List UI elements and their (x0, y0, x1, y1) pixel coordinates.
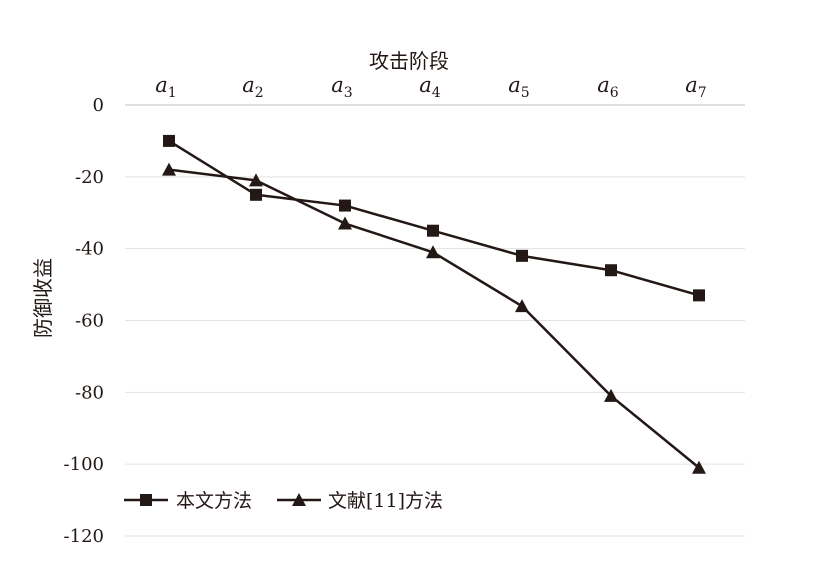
x-tick-label: a2 (242, 73, 263, 101)
x-tick-label-base: a (331, 73, 344, 97)
y-axis-title: 防御收益 (31, 258, 55, 338)
y-tick-label: -60 (75, 311, 104, 332)
data-point-square (516, 249, 528, 262)
data-point-triangle (692, 460, 706, 474)
series-triangle (162, 162, 706, 474)
x-tick-label-base: a (419, 73, 432, 97)
x-tick-label: a1 (155, 73, 176, 101)
data-point-triangle (515, 299, 529, 313)
legend-label: 文献[11]方法 (328, 490, 443, 512)
x-tick-label-subscript: 6 (610, 85, 619, 101)
series-line-square (168, 139, 700, 297)
y-tick-label: -40 (75, 239, 104, 260)
y-tick-label: 0 (93, 95, 104, 116)
legend-marker-triangle (292, 493, 306, 506)
x-tick-label-subscript: 5 (521, 85, 530, 101)
y-tick-label: -20 (75, 167, 104, 188)
x-tick-label-base: a (155, 73, 168, 97)
x-tick-label-subscript: 3 (344, 85, 353, 101)
x-tick-label-base: a (508, 73, 521, 97)
x-tick-label-base: a (685, 73, 698, 97)
x-tick-label-base: a (597, 73, 610, 97)
legend: 本文方法 文献[11]方法 (124, 490, 443, 512)
x-tick-label-subscript: 7 (698, 85, 707, 101)
data-point-triangle (426, 245, 440, 259)
series-layer (162, 134, 706, 474)
data-point-triangle (249, 173, 263, 187)
x-tick-label: a7 (685, 73, 706, 101)
x-axis-title: 攻击阶段 (369, 49, 449, 73)
data-point-square (427, 224, 439, 237)
data-point-square (250, 188, 262, 201)
series-square (163, 134, 705, 302)
x-tick-label-subscript: 4 (432, 85, 441, 101)
data-point-square (605, 264, 617, 277)
x-tick-label-subscript: 2 (255, 85, 264, 101)
legend-marker-square (140, 494, 152, 506)
data-point-square (339, 199, 351, 212)
legend-label: 本文方法 (176, 490, 252, 512)
gridlines (125, 104, 745, 537)
x-axis-ticks: a1 a2 a3 a4 a5 a6 a7 (155, 73, 706, 101)
data-point-triangle (162, 162, 176, 176)
legend-entry: 文献[11]方法 (277, 490, 443, 512)
x-tick-label: a6 (597, 73, 619, 101)
x-tick-label: a5 (508, 73, 529, 101)
series-line-triangle (168, 168, 700, 469)
y-tick-label: -100 (64, 454, 104, 475)
data-point-triangle (338, 216, 352, 230)
y-tick-label: -80 (75, 382, 104, 403)
data-point-triangle (604, 388, 618, 402)
y-axis-ticks: 0 -20 -40 -60 -80 -100 -120 (64, 95, 104, 547)
data-point-square (693, 289, 705, 302)
data-point-square (163, 134, 175, 147)
x-tick-label-subscript: 1 (168, 85, 177, 101)
legend-entry: 本文方法 (124, 490, 252, 512)
x-tick-label: a3 (331, 73, 352, 101)
y-tick-label: -120 (64, 526, 104, 547)
x-tick-label: a4 (419, 73, 441, 101)
x-tick-label-base: a (242, 73, 255, 97)
